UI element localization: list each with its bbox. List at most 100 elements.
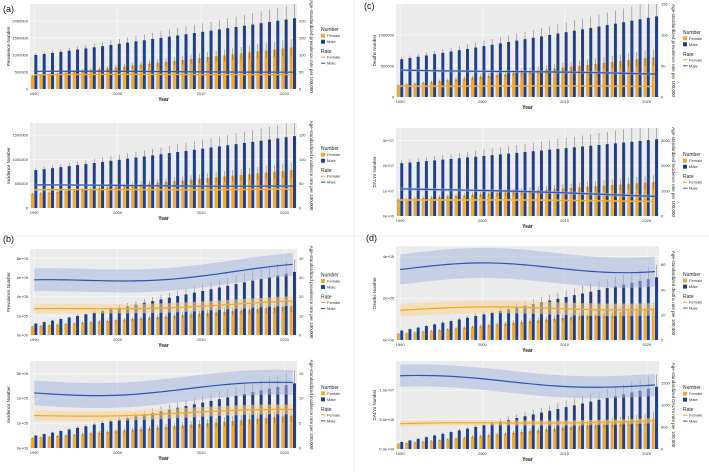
bar-male xyxy=(548,410,552,449)
bar-female xyxy=(577,187,581,216)
bar-male xyxy=(92,312,96,335)
legend-label-female: Female xyxy=(689,278,703,283)
x-tick-label: 2020 xyxy=(642,218,652,223)
bar-female xyxy=(429,330,433,340)
bar-male xyxy=(408,58,412,97)
y-tick-label: 1000000 xyxy=(12,52,28,57)
bar-female xyxy=(438,81,442,97)
legend-rate-title: Rate xyxy=(683,174,694,180)
bar-female xyxy=(47,325,51,335)
legend-label-female: Female xyxy=(327,152,341,157)
y-tick-label: 2000000 xyxy=(12,18,28,23)
bar-female xyxy=(272,307,276,335)
bar-female xyxy=(122,185,126,208)
bar-female xyxy=(561,317,565,340)
y-tick-label: 1000000 xyxy=(12,157,28,162)
bar-female xyxy=(495,193,499,216)
bar-male xyxy=(597,26,601,97)
bar-female xyxy=(89,188,93,208)
x-tick-label: 2020 xyxy=(642,342,652,347)
bar-male xyxy=(167,297,171,335)
bar-female xyxy=(106,320,110,335)
rate-line-female xyxy=(400,199,655,203)
bar-female xyxy=(635,420,639,449)
bar-male xyxy=(498,43,502,97)
bar-male xyxy=(151,39,155,89)
bar-female xyxy=(181,180,185,208)
legend-rate-label-male: Male xyxy=(689,186,698,191)
legend-label-male: Male xyxy=(327,158,336,163)
bar-male xyxy=(226,397,230,448)
legend-number-title: Number xyxy=(321,27,339,33)
bar-female xyxy=(512,73,516,97)
bar-male xyxy=(531,151,535,216)
bar-female xyxy=(189,179,193,208)
bar-male xyxy=(507,42,511,97)
y-axis-title: Incidence Number xyxy=(6,386,11,423)
bar-male xyxy=(192,292,196,335)
panel-label-a: (a) xyxy=(3,4,14,14)
bar-female xyxy=(544,429,548,449)
bar-male xyxy=(449,51,453,97)
chart-a2: 0 500000 1000000 1500000 0 50 100 150 1990 2000 20… xyxy=(6,121,341,222)
bar-female xyxy=(586,64,589,97)
legend-label-female: Female xyxy=(327,33,341,38)
bar-female xyxy=(31,193,35,208)
bar-male xyxy=(159,37,163,89)
legend-rate-label-female: Female xyxy=(327,300,341,305)
bar-female xyxy=(627,421,631,449)
legend-swatch-female xyxy=(321,33,325,38)
bar-male xyxy=(92,47,96,89)
legend-label-male: Male xyxy=(689,164,698,169)
bar-male xyxy=(259,390,263,448)
x-axis-title: Year xyxy=(158,343,169,349)
y-tick-label: 3e+05 xyxy=(17,371,29,376)
bar-male xyxy=(109,44,113,89)
rate-ci-male xyxy=(400,247,655,288)
x-tick-label: 2010 xyxy=(197,450,207,455)
x-axis-title: Year xyxy=(158,97,169,103)
rate-line-female xyxy=(400,420,655,425)
bar-female xyxy=(643,58,647,97)
legend-swatch-female xyxy=(683,278,687,283)
bar-female xyxy=(206,57,210,89)
bar-male xyxy=(466,157,469,216)
x-tick-label: 1990 xyxy=(30,450,40,455)
bar-male xyxy=(548,300,552,340)
y2-axis-title: Age-standardized prevalence rate per 100… xyxy=(671,4,676,97)
y2-axis-title: Age-standardized incidence rate per 100,… xyxy=(671,127,676,217)
y2-tick-label: 100 xyxy=(299,52,306,57)
legend-rate-label-female: Female xyxy=(327,55,341,60)
bar-female xyxy=(289,306,293,335)
x-tick-label: 2000 xyxy=(478,99,488,104)
bar-male xyxy=(134,41,138,89)
bar-female xyxy=(487,435,491,449)
y-axis-title: Deaths Number xyxy=(372,34,377,66)
bar-male xyxy=(449,158,453,216)
y-tick-label: 1000000 xyxy=(378,32,394,37)
legend-number-title: Number xyxy=(683,152,701,158)
bar-female xyxy=(528,321,532,340)
y-tick-label: 2e+05 xyxy=(17,396,29,401)
legend-rate-label-female: Female xyxy=(327,174,341,179)
bar-male xyxy=(589,145,593,216)
x-tick-label: 2010 xyxy=(197,91,207,96)
rate-line-male xyxy=(400,69,655,75)
legend-label-male: Male xyxy=(689,284,698,289)
bar-female xyxy=(569,187,573,216)
bar-female xyxy=(413,442,417,449)
bar-female xyxy=(72,434,76,448)
bar-female xyxy=(602,62,606,97)
bar-male xyxy=(242,142,246,208)
y-axis-title: DALYs Number xyxy=(372,389,377,420)
bar-male xyxy=(276,20,280,89)
bar-female xyxy=(446,196,450,216)
bar-female xyxy=(31,326,35,335)
legend-swatch-female xyxy=(683,391,687,396)
bar-male xyxy=(201,148,205,208)
y-tick-label: 0 xyxy=(392,94,395,99)
bar-female xyxy=(214,177,218,208)
bar-female xyxy=(164,426,168,448)
bar-female xyxy=(239,420,243,448)
bar-female xyxy=(470,77,474,97)
